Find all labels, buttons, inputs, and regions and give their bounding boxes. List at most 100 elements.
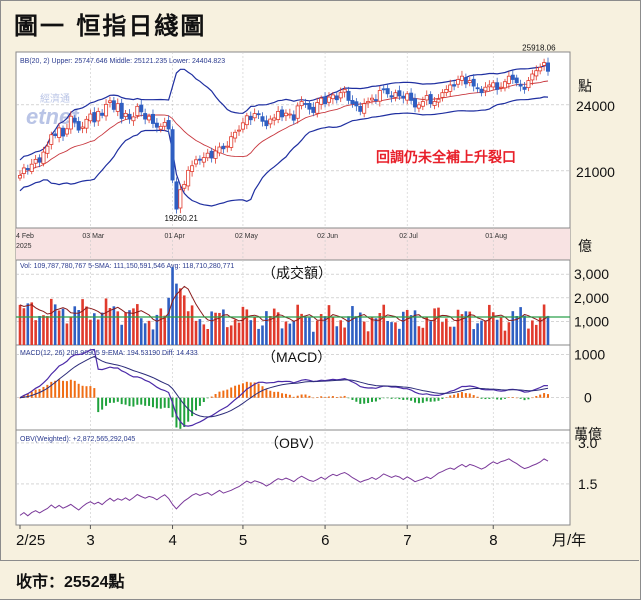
- candle-body: [61, 127, 66, 137]
- candle-body: [276, 111, 281, 120]
- macd-signal-line: [19, 355, 549, 418]
- candle-body: [319, 97, 324, 105]
- volume-bar: [69, 316, 73, 345]
- macd-tick-label: 1000: [574, 346, 605, 362]
- volume-bar: [409, 315, 413, 345]
- volume-bar: [171, 267, 174, 345]
- macd-histogram-bar: [500, 397, 503, 400]
- macd-histogram-bar: [503, 397, 506, 399]
- volume-bar: [190, 305, 194, 345]
- macd-histogram-bar: [30, 391, 33, 398]
- candle-body: [68, 115, 73, 130]
- candle-body: [100, 112, 105, 116]
- macd-histogram-bar: [22, 395, 25, 398]
- candle-body: [268, 118, 273, 125]
- volume-bar: [245, 309, 249, 345]
- candle-body: [373, 99, 378, 101]
- macd-histogram-bar: [69, 379, 72, 398]
- macd-histogram-bar: [496, 397, 499, 400]
- candle-body: [350, 100, 355, 105]
- volume-bar: [100, 312, 104, 345]
- candle-body: [57, 127, 62, 138]
- date-tick-label: 02 Jun: [317, 233, 338, 240]
- annotation-high: 25918.06: [522, 44, 556, 53]
- candle-body: [389, 95, 394, 98]
- volume-bar: [488, 304, 491, 345]
- candle-body: [244, 115, 249, 126]
- volume-bar: [53, 304, 57, 345]
- volume-bar: [85, 306, 88, 345]
- macd-histogram-bar: [460, 392, 463, 398]
- volume-bar: [531, 320, 534, 345]
- date-tick-label: 01 Aug: [485, 233, 507, 240]
- macd-histogram-bar: [464, 393, 467, 398]
- candle-body: [221, 145, 226, 150]
- candle-body: [119, 102, 124, 119]
- macd-histogram-bar: [484, 397, 487, 400]
- macd-histogram-bar: [277, 391, 280, 398]
- candle-body: [237, 129, 242, 132]
- macd-histogram-bar: [195, 397, 197, 411]
- volume-bar: [401, 311, 405, 345]
- candle-body: [334, 95, 339, 101]
- macd-histogram-bar: [449, 395, 452, 398]
- volume-bar: [124, 312, 127, 345]
- macd-histogram-bar: [42, 386, 45, 398]
- volume-bar: [339, 320, 343, 345]
- macd-histogram-bar: [206, 397, 209, 399]
- macd-histogram-bar: [363, 397, 366, 404]
- candle-body: [354, 101, 359, 107]
- macd-histogram-bar: [19, 397, 21, 399]
- volume-bar: [81, 299, 84, 345]
- candle-body: [424, 95, 429, 101]
- macd-histogram-bar: [335, 397, 338, 398]
- macd-histogram-bar: [292, 396, 295, 398]
- candle-body: [45, 145, 50, 154]
- macd-histogram-bar: [54, 380, 57, 398]
- macd-histogram-bar: [472, 395, 475, 398]
- volume-bar: [112, 306, 116, 345]
- candle-body: [432, 101, 437, 106]
- volume-bar: [464, 311, 468, 345]
- candle-body: [170, 129, 175, 181]
- candle-body: [495, 82, 500, 90]
- annotation-low: 19260.21: [164, 214, 198, 223]
- volume-sma-line: [19, 285, 549, 323]
- volume-bar: [61, 308, 65, 345]
- obv-tick-label: 3.0: [578, 435, 598, 451]
- volume-bar: [265, 311, 268, 345]
- candle-body: [487, 84, 492, 88]
- macd-histogram-bar: [226, 389, 229, 398]
- date-tick-label: 02 Jul: [399, 233, 418, 240]
- macd-histogram-bar: [132, 397, 135, 407]
- macd-tick-label: 0: [584, 390, 592, 406]
- volume-bar: [300, 313, 303, 345]
- macd-histogram-bar: [218, 391, 221, 398]
- macd-histogram-bar: [265, 389, 268, 398]
- candle-body: [342, 89, 347, 93]
- macd-histogram-bar: [148, 397, 151, 406]
- candle-body: [499, 86, 504, 89]
- volume-bar: [120, 324, 123, 345]
- volume-bar: [366, 331, 370, 345]
- candle-body: [514, 77, 519, 84]
- candle-body: [209, 150, 214, 159]
- macd-histogram-bar: [140, 397, 143, 405]
- macd-histogram-bar: [312, 397, 315, 399]
- candle-body: [440, 92, 445, 98]
- volume-bar: [26, 303, 30, 345]
- candle-body: [369, 97, 374, 101]
- macd-histogram-bar: [316, 397, 319, 398]
- volume-bar: [34, 320, 37, 345]
- macd-histogram-bar: [269, 390, 272, 398]
- candle-body: [143, 113, 148, 120]
- volume-bar: [175, 283, 178, 345]
- candle-body: [307, 103, 312, 110]
- volume-bar: [116, 311, 120, 345]
- footer-bar: 收市：25524點: [0, 560, 639, 599]
- volume-bar: [292, 320, 296, 345]
- volume-bar: [186, 311, 190, 345]
- macd-histogram-bar: [187, 397, 190, 422]
- macd-histogram-bar: [476, 396, 479, 398]
- candle-body: [80, 126, 85, 129]
